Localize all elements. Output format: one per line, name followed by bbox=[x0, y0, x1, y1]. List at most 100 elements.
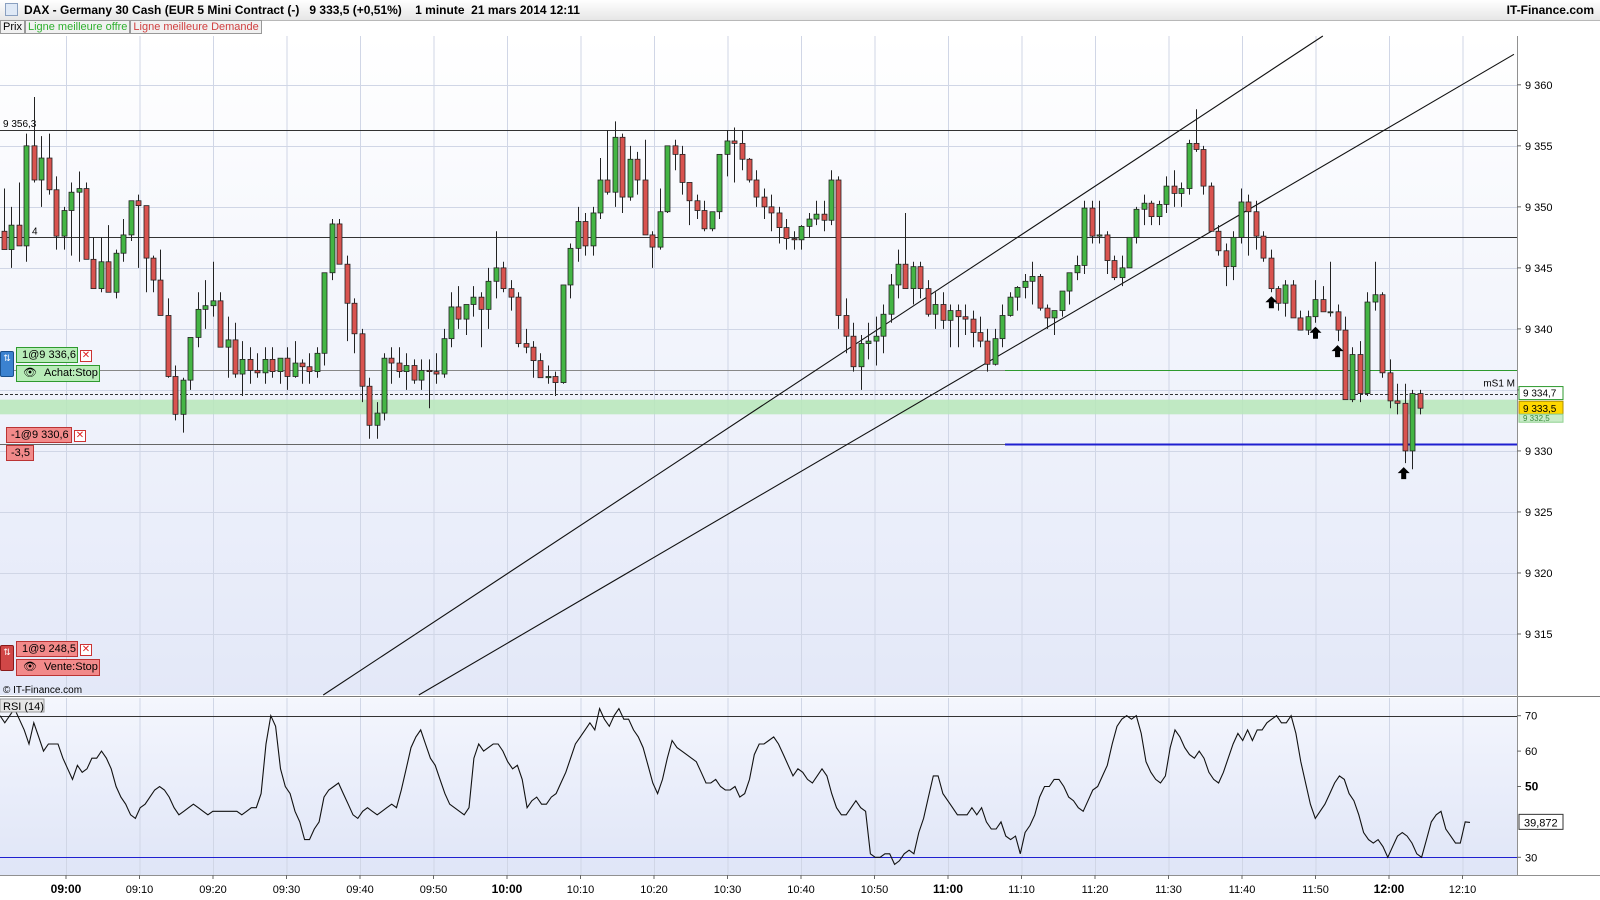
buy-order-qty[interactable]: 1@9 336,6 bbox=[16, 347, 78, 363]
candle-up bbox=[1022, 280, 1029, 288]
candle-down bbox=[1104, 234, 1111, 261]
candle-down bbox=[746, 158, 753, 181]
candle-down bbox=[90, 258, 97, 290]
candle-up bbox=[485, 280, 492, 310]
order-handle[interactable]: ⇅ bbox=[0, 351, 14, 377]
candle-down bbox=[940, 304, 947, 321]
candle-up bbox=[932, 304, 939, 315]
candle-down bbox=[351, 302, 358, 335]
candle-down bbox=[1417, 393, 1424, 409]
candle-down bbox=[157, 279, 164, 316]
candle-up bbox=[8, 224, 15, 250]
price-tick-label: 9 330 bbox=[1525, 446, 1553, 458]
sell-order-qty[interactable]: 1@9 248,5 bbox=[16, 641, 78, 657]
time-axis[interactable]: 09:00 09:10 09:20 09:30 09:40 09:50 10:00 10:10… bbox=[51, 875, 1477, 896]
offer-price-tag bbox=[1518, 386, 1564, 401]
candle-up bbox=[292, 362, 299, 377]
candle-up bbox=[1007, 296, 1014, 316]
open-position[interactable]: -1@9 330,6 ✕ -3,5 bbox=[6, 427, 92, 465]
candle-down bbox=[269, 358, 276, 373]
buy-order-type[interactable]: 👁 Achat:Stop bbox=[16, 365, 100, 382]
time-tick-label: 09:10 bbox=[126, 884, 154, 896]
sell-order-type[interactable]: 👁 Vente:Stop bbox=[16, 659, 100, 676]
candle-down bbox=[1245, 201, 1252, 213]
price-tick-label: 9 325 bbox=[1525, 507, 1553, 519]
time-tick-label: 10:10 bbox=[567, 884, 595, 896]
candle-up bbox=[210, 300, 217, 307]
candle-up bbox=[575, 221, 582, 249]
candle-up bbox=[657, 211, 664, 248]
ms1-label: mS1 M bbox=[1483, 378, 1515, 389]
candle-down bbox=[537, 360, 544, 379]
close-position-icon[interactable]: ✕ bbox=[74, 430, 86, 442]
candle-down bbox=[1297, 317, 1304, 331]
candle-up bbox=[314, 352, 321, 373]
time-tick-label: 09:30 bbox=[273, 884, 301, 896]
candle-down bbox=[523, 343, 530, 348]
legend-best-offer[interactable]: Ligne meilleure offre bbox=[24, 20, 131, 34]
order-handle[interactable]: ⇅ bbox=[0, 645, 14, 671]
candles bbox=[1, 97, 1424, 470]
main-panel-background bbox=[0, 36, 1517, 695]
candle-up bbox=[120, 234, 127, 254]
candle-up bbox=[627, 158, 634, 198]
eye-icon: 👁 bbox=[23, 661, 37, 673]
rsi-tick-label: 60 bbox=[1525, 746, 1537, 758]
candle-down bbox=[16, 224, 23, 247]
candle-up bbox=[1349, 354, 1356, 401]
candle-up bbox=[1081, 207, 1088, 266]
candle-up bbox=[180, 379, 187, 415]
title-bar: DAX - Germany 30 Cash (EUR 5 Mini Contra… bbox=[0, 0, 1600, 21]
candle-up bbox=[1096, 234, 1103, 237]
candle-up bbox=[1051, 310, 1058, 319]
candle-up bbox=[1141, 202, 1148, 210]
candle-down bbox=[143, 205, 150, 259]
time-tick-label: 09:50 bbox=[420, 884, 448, 896]
candle-up bbox=[329, 223, 336, 274]
legend-prix[interactable]: Prix bbox=[0, 20, 25, 34]
cancel-buy-order-icon[interactable]: ✕ bbox=[80, 350, 92, 362]
candle-down bbox=[135, 200, 142, 207]
position-qty[interactable]: -1@9 330,6 bbox=[6, 427, 72, 443]
buy-stop-order[interactable]: ⇅ 1@9 336,6 ✕ 👁 Achat:Stop bbox=[0, 347, 102, 385]
candle-down bbox=[336, 223, 343, 265]
candle-down bbox=[791, 238, 798, 241]
candle-up bbox=[1305, 316, 1312, 331]
candle-down bbox=[955, 310, 962, 318]
up-down-arrows-icon: ⇅ bbox=[3, 353, 11, 363]
candle-down bbox=[1208, 185, 1215, 232]
candle-down bbox=[672, 145, 679, 155]
rsi-title[interactable]: RSI (14) bbox=[3, 701, 44, 713]
up-arrow-icon bbox=[1397, 467, 1410, 480]
legend-best-demand[interactable]: Ligne meilleure Demande bbox=[130, 20, 262, 34]
candle-down bbox=[500, 267, 507, 290]
candle-up bbox=[798, 225, 805, 241]
candle-up bbox=[187, 337, 194, 381]
candle-up bbox=[1119, 267, 1126, 279]
period: 1 minute bbox=[415, 3, 465, 17]
candle-up bbox=[999, 315, 1006, 340]
cancel-sell-order-icon[interactable]: ✕ bbox=[80, 644, 92, 656]
candle-up bbox=[1126, 236, 1133, 269]
candle-down bbox=[850, 335, 857, 368]
price-tick-label: 9 320 bbox=[1525, 568, 1553, 580]
candle-up bbox=[828, 179, 835, 221]
candle-down bbox=[902, 263, 909, 290]
candle-up bbox=[493, 267, 500, 282]
candle-up bbox=[560, 284, 567, 383]
candle-up bbox=[1282, 284, 1289, 304]
brand-name[interactable]: IT-Finance.com bbox=[1506, 3, 1594, 17]
candle-down bbox=[1275, 288, 1282, 304]
candle-down bbox=[344, 263, 351, 304]
candle-up bbox=[1178, 188, 1185, 194]
level-label: 4 bbox=[32, 226, 38, 237]
sell-stop-order[interactable]: ⇅ 1@9 248,5 ✕ 👁 Vente:Stop bbox=[0, 641, 102, 679]
time-tick-label: 10:30 bbox=[714, 884, 742, 896]
rsi-axis: 30 50 60 70 39,872 bbox=[1517, 711, 1564, 864]
candle-down bbox=[105, 261, 112, 293]
trendlines[interactable] bbox=[322, 35, 1515, 696]
offer-price-label: 9 334,7 bbox=[1523, 389, 1557, 400]
candle-down bbox=[984, 340, 991, 365]
